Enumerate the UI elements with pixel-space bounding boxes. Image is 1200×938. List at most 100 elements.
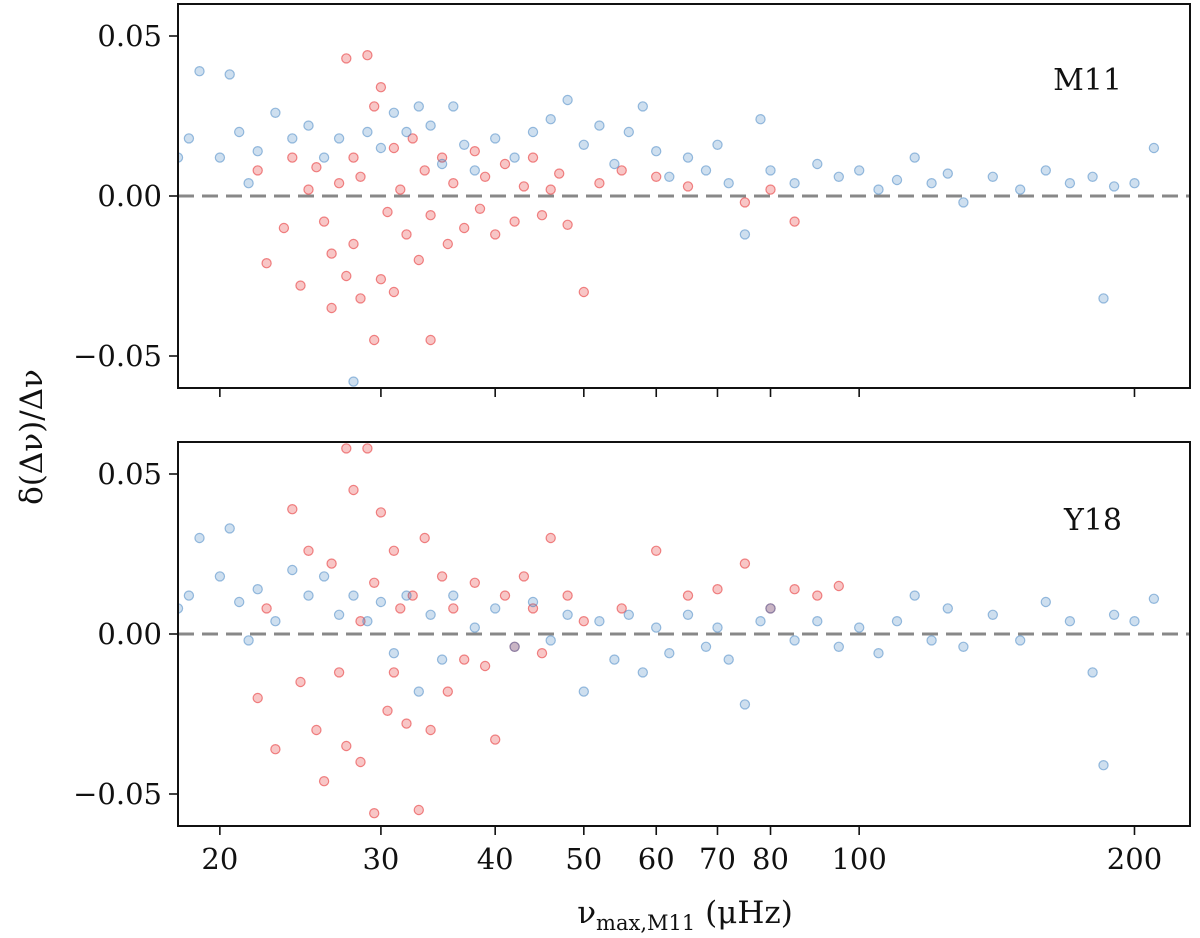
data-point-red [341,270,352,282]
data-point-blue [765,603,776,614]
data-point-red [278,222,290,234]
data-point-blue [1129,177,1140,189]
data-point-blue [270,107,281,119]
panel-label: Y18 [1063,503,1122,538]
data-point-red [616,165,627,176]
data-point-blue [755,113,766,125]
data-point-red [765,184,776,195]
data-point-red [369,101,380,112]
data-point-red [474,203,486,214]
data-point-blue [318,152,330,163]
data-point-blue [362,616,373,627]
data-point-blue [362,126,373,138]
data-point-blue [987,171,999,182]
data-point-red [287,152,298,163]
data-point-red [341,740,352,752]
data-point-blue [425,609,436,621]
data-point-blue [318,571,330,582]
data-point-blue [545,635,556,646]
data-point-red [348,152,359,163]
data-point-blue [578,686,590,697]
data-point-blue [545,113,556,125]
data-point-red [509,216,520,227]
data-point-red [425,209,436,221]
data-point-red [382,705,393,717]
data-point-blue [287,564,298,576]
data-point-red [413,254,424,266]
data-point-blue [942,168,954,179]
data-point-red [375,274,387,285]
data-point-blue [183,133,195,144]
data-point-red [442,238,453,250]
data-point-red [303,545,314,557]
data-point-blue [252,584,263,595]
y-tick-label: −0.05 [73,339,162,373]
data-point-red [362,443,373,454]
data-point-blue [214,152,226,163]
data-point-blue [562,94,573,106]
data-point-blue [812,616,823,627]
data-point-red [479,171,491,182]
data-point-red [459,222,470,234]
data-point-red [303,184,314,195]
data-point-blue [459,139,470,150]
data-point-blue [178,152,184,163]
data-point-red [739,558,751,569]
data-point-blue [270,616,281,627]
data-point-red [594,177,605,189]
data-point-red [326,558,337,569]
x-axis-ticks: 20 30 40 50 60 70 80 100 200 [201,842,1162,876]
x-tick-label: 200 [1107,842,1162,876]
data-point-blue [413,686,424,697]
data-point-blue [700,641,712,653]
data-point-red [562,219,573,230]
data-point-blue [490,603,501,614]
data-point-blue [1064,177,1076,189]
data-point-blue [958,197,969,208]
data-point-blue [723,177,734,189]
data-point-red [287,504,298,515]
x-tick-label: 100 [831,842,886,876]
data-point-blue [333,133,345,144]
data-point-red [499,590,511,601]
data-point-red [425,724,436,736]
data-point-red [527,152,539,163]
data-point-red [341,53,352,64]
data-point-blue [637,101,649,112]
data-point-red [812,590,823,601]
data-point-red [382,206,393,218]
data-point-blue [469,622,480,633]
data-point-red [490,734,501,745]
data-point-blue [194,65,205,77]
x-tick-label: 80 [752,842,789,876]
data-point-red [261,603,272,614]
data-point-red [425,334,436,346]
data-point-blue [348,376,359,387]
data-point-red [401,229,412,240]
data-point-blue [909,152,920,163]
data-point-blue [509,152,520,163]
x-tick-label: 40 [477,842,514,876]
data-point-red [341,443,352,454]
data-point-blue [739,229,751,240]
data-point-blue [637,667,649,678]
data-point-blue [425,120,436,131]
panel-m11: −0.05 0.00 0.05 M11 [73,3,1191,397]
data-point-blue [448,590,459,601]
data-point-red [554,168,565,179]
data-point-red [833,580,845,592]
x-tick-label: 20 [201,842,238,876]
data-point-red [388,667,400,678]
data-point-blue [224,69,235,80]
data-point-red [348,484,359,496]
data-point-blue [252,145,263,157]
data-point-red [261,258,272,269]
data-point-red [518,181,530,192]
panel-label: M11 [1053,63,1122,98]
data-point-blue [333,609,345,621]
y-tick-label: 0.00 [97,617,162,651]
data-point-red [295,676,306,688]
data-point-blue [436,158,448,170]
data-point-blue [609,158,620,170]
data-point-blue [664,648,675,659]
